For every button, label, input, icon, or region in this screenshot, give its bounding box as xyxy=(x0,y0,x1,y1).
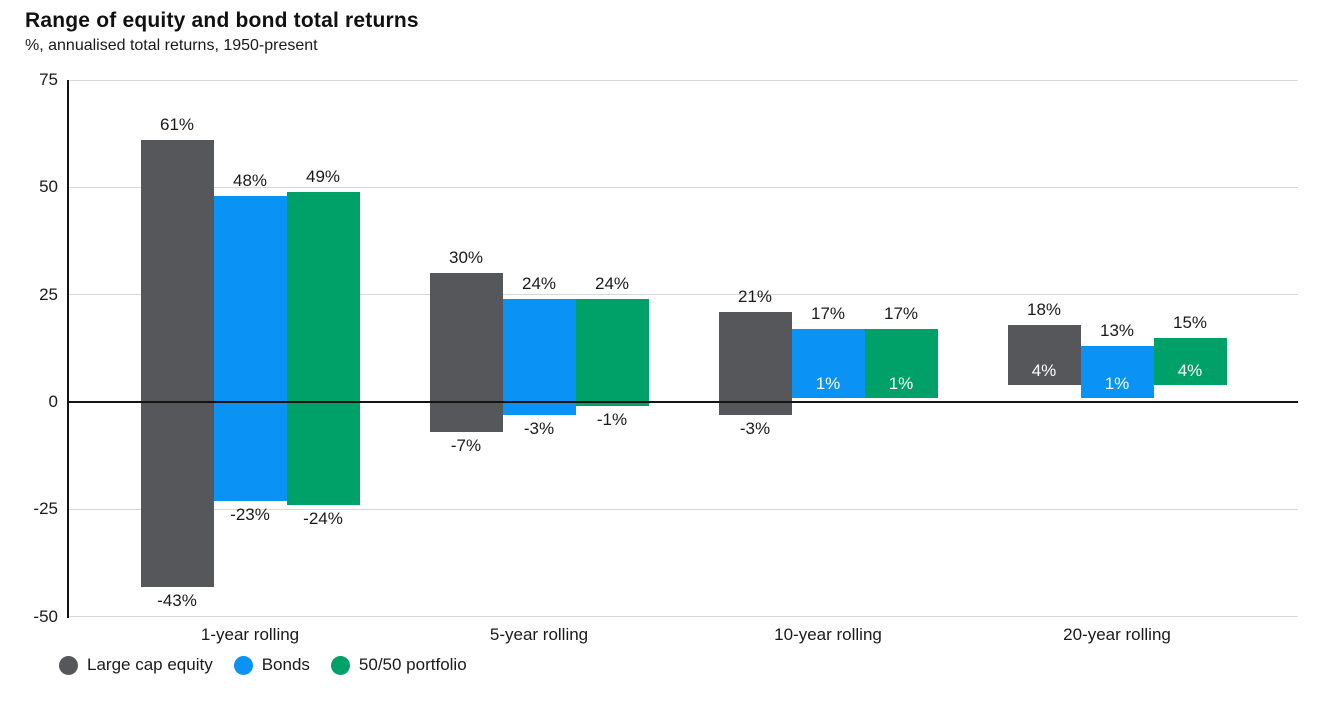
bar-max-label: 15% xyxy=(1172,312,1208,332)
bar-50-50-portfolio-20-year-rolling xyxy=(1153,337,1227,385)
bar-max-label: 30% xyxy=(448,248,484,268)
legend-dot-icon xyxy=(59,655,78,675)
bar-large-cap-equity-1-year-rolling xyxy=(140,140,214,587)
x-category-label: 1-year rolling xyxy=(200,625,300,644)
bar-min-label: 1% xyxy=(1104,373,1130,393)
bar-min-label: -7% xyxy=(450,436,482,456)
bar-max-label: 13% xyxy=(1099,321,1135,341)
bar-max-label: 18% xyxy=(1026,299,1062,319)
bar-50-50-portfolio-1-year-rolling xyxy=(286,191,360,506)
gridline xyxy=(68,508,1298,510)
plot-area: 61% -43% 30% -7% 21% -3% 18% 4% 48% -23% 24% -3% 17%… xyxy=(68,79,1298,618)
bar-min-label: -1% xyxy=(596,410,628,430)
bar-bonds-5-year-rolling xyxy=(502,298,576,415)
bar-large-cap-equity-5-year-rolling xyxy=(429,273,503,433)
x-category-label: 10-year rolling xyxy=(774,625,882,644)
bar-max-label: 61% xyxy=(159,115,195,135)
y-axis-line xyxy=(67,80,69,618)
y-tick-label: 0 xyxy=(48,392,58,411)
bar-bonds-20-year-rolling xyxy=(1080,346,1154,398)
bar-50-50-portfolio-10-year-rolling xyxy=(864,329,938,398)
legend-label: Bonds xyxy=(261,655,310,674)
bar-large-cap-equity-20-year-rolling xyxy=(1007,324,1081,385)
gridline xyxy=(68,79,1298,81)
bar-50-50-portfolio-5-year-rolling xyxy=(575,298,649,407)
y-tick-label: -50 xyxy=(33,606,58,626)
bar-max-label: 24% xyxy=(594,273,630,293)
bar-min-label: -23% xyxy=(230,504,270,524)
legend-dot-icon xyxy=(233,655,253,675)
legend-item-large-cap-equity: Large cap equity xyxy=(59,655,213,675)
bar-min-label: -43% xyxy=(157,590,197,610)
chart-subtitle: %, annualised total returns, 1950-presen… xyxy=(25,37,318,54)
legend-label: Large cap equity xyxy=(87,655,213,674)
y-tick-label: -25 xyxy=(33,499,58,519)
bar-max-label: 17% xyxy=(810,304,846,323)
bar-min-label: -24% xyxy=(303,509,343,529)
bar-min-label: 1% xyxy=(815,373,841,393)
y-tick-label: 75 xyxy=(39,70,58,89)
gridline xyxy=(68,186,1298,188)
bar-min-label: -3% xyxy=(739,418,771,438)
bar-bonds-10-year-rolling xyxy=(791,329,865,398)
bar-max-label: 48% xyxy=(232,170,268,190)
y-tick-label: 25 xyxy=(39,284,58,304)
chart-title: Range of equity and bond total returns xyxy=(25,9,419,32)
gridline xyxy=(68,616,1298,618)
x-category-label: 20-year rolling xyxy=(1063,625,1171,644)
bar-bonds-1-year-rolling xyxy=(213,195,287,501)
bar-max-label: 49% xyxy=(305,166,341,186)
gridline xyxy=(68,294,1298,296)
bar-min-label: -3% xyxy=(523,418,555,438)
y-tick-label: 50 xyxy=(39,177,58,197)
bar-large-cap-equity-10-year-rolling xyxy=(718,311,792,415)
bar-min-label: 4% xyxy=(1177,360,1203,380)
legend-label: 50/50 portfolio xyxy=(358,655,467,674)
bar-max-label: 21% xyxy=(737,286,773,306)
legend-dot-icon xyxy=(330,655,350,675)
bar-max-label: 24% xyxy=(521,273,557,293)
legend-item-bonds: Bonds xyxy=(233,655,310,675)
legend: Large cap equity Bonds 50/50 portfolio xyxy=(59,655,467,675)
bar-min-label: 4% xyxy=(1031,360,1057,380)
zero-line xyxy=(68,401,1298,403)
legend-item-50-50-portfolio: 50/50 portfolio xyxy=(330,655,467,675)
x-category-label: 5-year rolling xyxy=(489,625,589,644)
bar-max-label: 17% xyxy=(883,304,919,323)
bar-min-label: 1% xyxy=(888,373,914,393)
